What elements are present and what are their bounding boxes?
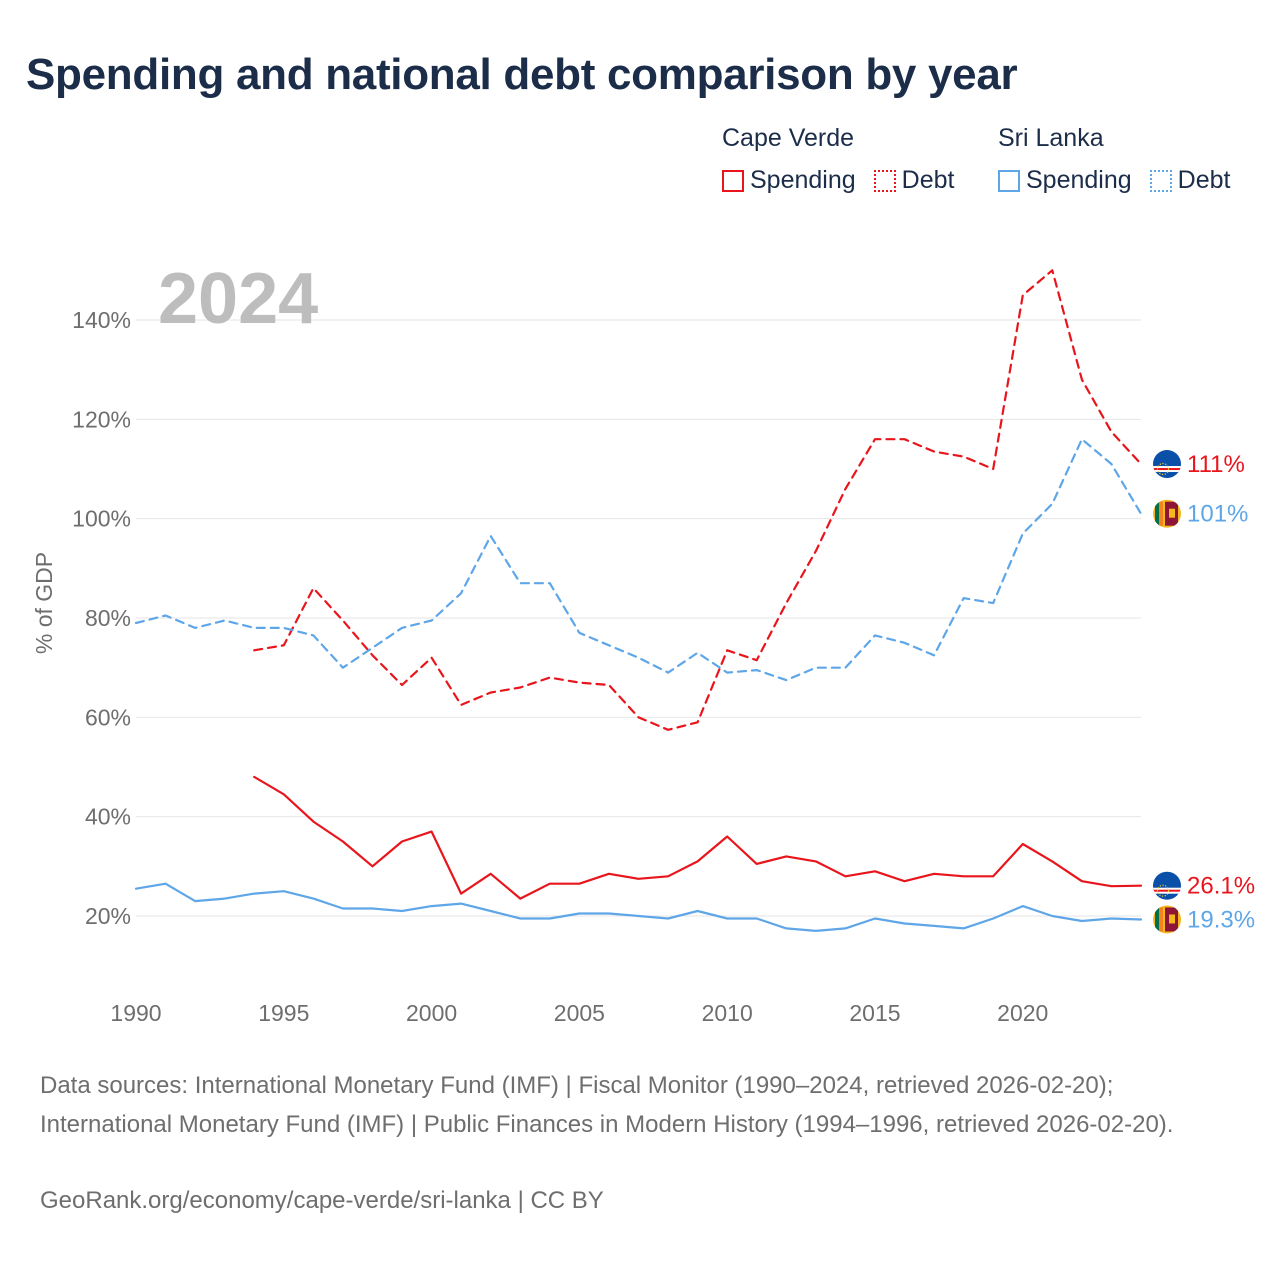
dotted-line-swatch-icon [873,169,896,192]
y-tick-label: 40% [85,804,131,830]
x-tick-label: 2010 [702,1000,753,1026]
sri-lanka-flag-icon [1153,905,1181,934]
legend-group-cape-verde: Cape Verde Spending Debt [722,124,954,195]
solid-line-swatch-icon [722,169,744,192]
y-tick-label: 120% [72,406,131,432]
solid-line-swatch-icon [998,169,1020,192]
x-tick-label: 2000 [406,1000,457,1026]
credit-link[interactable]: GeoRank.org/economy/cape-verde/sri-lanka… [40,1187,604,1214]
y-tick-label: 100% [72,506,131,532]
legend-item-cape-verde-debt[interactable]: Debt [873,166,955,195]
y-axis-label: % of GDP [31,552,57,654]
legend-label: Debt [1177,166,1231,194]
end-value-label: 111% [1187,451,1245,478]
legend-group-sri-lanka: Sri Lanka Spending Debt [998,124,1230,195]
legend-label: Spending [750,166,856,194]
end-value-label: 26.1% [1187,873,1255,900]
legend-item-sri-lanka-spending[interactable]: Spending [998,166,1132,195]
end-value-label: 19.3% [1187,906,1255,933]
chart-title: Spending and national debt comparison by… [26,50,1018,99]
y-tick-label: 80% [85,605,131,631]
x-axis: 1990 1995 2000 2005 2010 2015 2020 [110,1000,1048,1026]
series-line-cape-verde-spending[interactable] [253,775,1143,900]
sri-lanka-flag-icon [1153,499,1181,528]
legend-country-cape-verde: Cape Verde [722,124,855,152]
legend-item-sri-lanka-debt[interactable]: Debt [1149,166,1231,195]
data-sources: Data sources: International Monetary Fun… [40,1072,1174,1138]
x-tick-label: 2015 [849,1000,900,1026]
legend-label: Debt [901,166,955,194]
grid-lines [136,319,1141,917]
legend-label: Spending [1026,166,1132,194]
x-tick-label: 1990 [110,1000,161,1026]
end-value-label: 101% [1187,501,1248,528]
y-tick-label: 60% [85,704,131,730]
dotted-line-swatch-icon [1149,169,1172,192]
year-label: 2024 [158,259,318,339]
y-axis: 20% 40% 60% 80% 100% 120% 140% [72,307,131,929]
cape-verde-flag-icon [1153,450,1181,479]
y-tick-label: 140% [72,307,131,333]
end-markers: 111% 101% 26.1% 19.3% [1153,450,1255,934]
series-line-sri-lanka-spending[interactable] [134,882,1143,933]
cape-verde-flag-icon [1153,871,1181,900]
y-tick-label: 20% [85,903,131,929]
series-line-sri-lanka-debt[interactable] [134,438,1143,682]
legend-item-cape-verde-spending[interactable]: Spending [722,166,856,195]
line-chart: 2024 % of GDP 20% 40% 60% 80% 100% 120% 140% 1… [31,259,1255,1026]
x-tick-label: 2005 [554,1000,605,1026]
series-lines [134,269,1143,933]
x-tick-label: 1995 [258,1000,309,1026]
x-tick-label: 2020 [997,1000,1048,1026]
legend-country-sri-lanka: Sri Lanka [998,124,1104,152]
series-line-cape-verde-debt[interactable] [253,269,1143,731]
